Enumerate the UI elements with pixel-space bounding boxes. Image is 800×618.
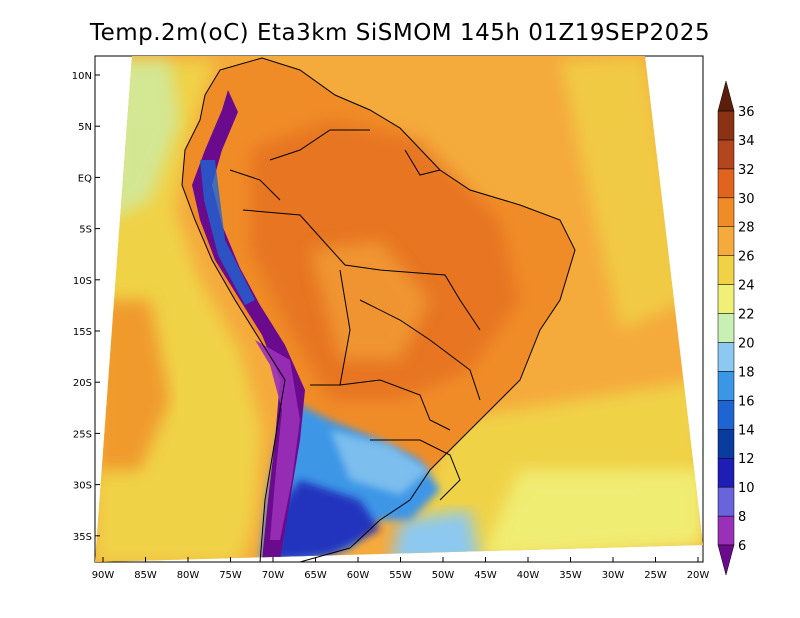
colorbar-segment — [717, 429, 735, 459]
colorbar-segment — [717, 342, 735, 372]
lon-tick-label: 30W — [602, 570, 625, 581]
colorbar-label: 28 — [738, 221, 755, 236]
colorbar-segment — [717, 255, 735, 285]
lon-tick-label: 75W — [219, 570, 242, 581]
country-boundaries — [181, 57, 576, 563]
lon-tick-label: 55W — [389, 570, 412, 581]
lon-tick-label: 45W — [474, 570, 497, 581]
lat-tick-label: 25S — [73, 429, 92, 440]
temperature-field — [95, 56, 703, 562]
lat-tick-label: 30S — [73, 481, 92, 492]
lon-tick-label: 85W — [134, 570, 157, 581]
lon-tick-label: 70W — [262, 570, 285, 581]
colorbar: 6 8 10 12 14 16 18 20 22 24 26 28 30 32 34 36 — [717, 80, 755, 576]
colorbar-label: 22 — [738, 308, 755, 323]
colorbar-label: 8 — [738, 510, 746, 525]
colorbar-min-arrow — [717, 544, 735, 576]
colorbar-segment — [717, 515, 735, 546]
lon-tick-label: 90W — [92, 570, 115, 581]
colorbar-label: 16 — [738, 394, 755, 409]
lat-tick-label: 35S — [73, 532, 92, 543]
colorbar-label: 18 — [738, 365, 755, 380]
colorbar-segment — [717, 284, 735, 314]
pampas-cool — [330, 430, 430, 495]
lon-tick-label: 40W — [517, 570, 540, 581]
colorbar-segment — [717, 486, 735, 517]
lon-tick-label: 80W — [177, 570, 200, 581]
border-brazil-states — [359, 299, 481, 401]
colorbar-segment — [717, 110, 735, 141]
colorbar-segment — [717, 400, 735, 430]
colorbar-label: 36 — [738, 105, 755, 120]
pacific-warm-patch — [95, 300, 170, 470]
border-brazil-north — [242, 209, 481, 331]
colorbar-label: 32 — [738, 163, 755, 178]
border-venezuela — [269, 129, 370, 161]
colorbar-label: 10 — [738, 481, 755, 496]
colorbar-label: 34 — [738, 134, 755, 149]
colorbar-segment — [717, 313, 735, 343]
atlantic-far-south — [480, 470, 703, 560]
lat-tick-label: 20S — [73, 378, 92, 389]
longitude-axis: 90W 85W 80W 75W 70W 65W 60W 55W 50W 45W 40W 35W 30W 2… — [92, 557, 710, 581]
lon-tick-label: 60W — [347, 570, 370, 581]
lat-tick-label: 15S — [73, 327, 92, 338]
colorbar-label: 6 — [738, 539, 746, 554]
colorbar-label: 14 — [738, 423, 755, 438]
lon-tick-label: 50W — [432, 570, 455, 581]
colorbar-label: 30 — [738, 192, 755, 207]
latitude-axis: 10N 5N EQ 5S 10S 15S 20S 25S 30S 35S — [72, 71, 100, 543]
andes-cold-strip — [192, 90, 305, 560]
coastline — [181, 57, 576, 563]
patagonia-cold — [275, 480, 380, 560]
andes-north-strip — [200, 160, 255, 305]
colorbar-segment — [717, 371, 735, 401]
lat-tick-label: 10N — [72, 71, 92, 82]
lat-tick-label: 5N — [78, 122, 92, 133]
colorbar-segment — [717, 168, 735, 199]
lon-tick-label: 25W — [644, 570, 667, 581]
colorbar-label: 20 — [738, 336, 755, 351]
lon-tick-label: 35W — [559, 570, 582, 581]
colorbar-segment — [717, 457, 735, 488]
colorbar-max-arrow — [717, 80, 735, 112]
border-guianas — [404, 149, 441, 176]
andes-inner-strip — [255, 340, 300, 540]
colorbar-label: 24 — [738, 279, 755, 294]
border-uruguay — [370, 439, 461, 501]
lat-tick-label: EQ — [78, 173, 92, 184]
border-colombia — [229, 169, 281, 201]
colorbar-label: 12 — [738, 452, 755, 467]
border-bolivia — [310, 269, 351, 386]
lat-tick-label: 5S — [79, 225, 92, 236]
colorbar-segment — [717, 139, 735, 170]
lon-tick-label: 20W — [687, 570, 710, 581]
map-title: Temp.2m(oC) Eta3km SiSMOM 145h 01Z19SEP2… — [89, 20, 711, 46]
border-paraguay — [339, 379, 451, 431]
colorbar-segment — [717, 226, 735, 256]
rio-plata-cool — [390, 510, 480, 562]
colorbar-segment — [717, 197, 735, 227]
lon-tick-label: 65W — [304, 570, 327, 581]
colorbar-label: 26 — [738, 250, 755, 265]
lat-tick-label: 10S — [73, 276, 92, 287]
